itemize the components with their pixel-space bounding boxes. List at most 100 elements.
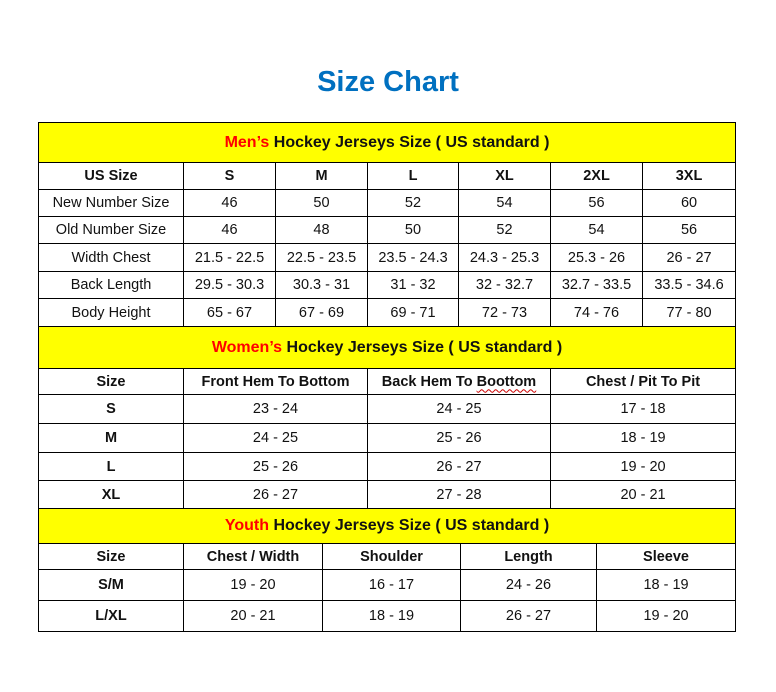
youth-column-header: Length (460, 543, 597, 570)
men-table-row: Back Length 29.5 - 30.3 30.3 - 31 31 - 32 32… (38, 271, 737, 299)
men-cell: 22.5 - 23.5 (275, 243, 368, 272)
men-cell: 52 (367, 189, 459, 217)
youth-column-header: Sleeve (595, 543, 737, 570)
youth-table-row: S/M 19 - 20 16 - 17 24 - 26 18 - 19 (38, 569, 737, 601)
youth-column-header-label: Size (96, 548, 126, 565)
youth-cell: 24 - 26 (460, 569, 597, 601)
men-cell: 29.5 - 30.3 (183, 271, 276, 299)
men-cell: 69 - 71 (367, 298, 459, 327)
men-cell: 67 - 69 (275, 298, 368, 327)
women-cell: 19 - 20 (549, 452, 737, 481)
youth-column-header-label: Length (504, 548, 553, 565)
youth-header-row: Size Chest / Width Shoulder Length Sleeve (38, 543, 737, 570)
men-cell: 60 (641, 189, 737, 217)
men-column-header-label: US Size (84, 168, 138, 184)
men-row-label: Width Chest (38, 243, 184, 272)
men-cell: 77 - 80 (641, 298, 737, 327)
men-cell: 50 (367, 216, 459, 244)
womens-heading-highlight: Women’s (211, 338, 283, 356)
youth-cell: 16 - 17 (322, 569, 461, 601)
youth-cell: 26 - 27 (460, 600, 597, 632)
womens-heading-text: Hockey Jerseys Size ( US standard ) (282, 338, 563, 356)
women-cell: 25 - 26 (367, 423, 551, 453)
youth-size-table: Youth Hockey Jerseys Size ( US standard … (37, 508, 737, 632)
women-cell: 18 - 19 (549, 423, 737, 453)
women-table-row: L 25 - 26 26 - 27 19 - 20 (38, 452, 737, 481)
men-column-header: US Size (38, 162, 184, 190)
women-cell: 24 - 25 (367, 394, 551, 424)
women-row-label: XL (38, 480, 184, 509)
women-cell: 24 - 25 (183, 423, 368, 453)
women-header-row: Size Front Hem To Bottom Back Hem To Boott… (38, 368, 737, 395)
mens-size-table: Men’s Hockey Jerseys Size ( US standard … (37, 122, 737, 327)
men-column-header: M (275, 162, 368, 190)
men-column-header-label: 2XL (583, 168, 610, 184)
men-cell: 23.5 - 24.3 (367, 243, 459, 272)
men-column-header-label: 3XL (675, 168, 703, 184)
men-table-row: Width Chest 21.5 - 22.5 22.5 - 23.5 23.5 - … (38, 243, 737, 272)
men-cell: 56 (641, 216, 737, 244)
women-cell: 17 - 18 (549, 394, 737, 424)
men-header-row: US Size S M L XL 2XL 3XL (38, 162, 737, 190)
men-cell: 56 (550, 189, 643, 217)
men-cell: 25.3 - 26 (550, 243, 643, 272)
youth-cell: 18 - 19 (595, 569, 737, 601)
men-row-label: New Number Size (38, 189, 184, 217)
youth-column-header-label: Sleeve (643, 548, 689, 565)
women-row-label: L (38, 452, 184, 481)
youth-column-header-label: Shoulder (360, 548, 423, 565)
women-cell: 27 - 28 (367, 480, 551, 509)
women-table-row: S 23 - 24 24 - 25 17 - 18 (38, 394, 737, 424)
men-column-header: S (183, 162, 276, 190)
women-column-header: Chest / Pit To Pit (549, 368, 737, 395)
youth-cell: 18 - 19 (322, 600, 461, 632)
men-cell: 32 - 32.7 (458, 271, 551, 299)
men-cell: 46 (183, 189, 276, 217)
youth-cell: 20 - 21 (183, 600, 323, 632)
men-column-header-label: S (224, 168, 235, 184)
men-column-header: 3XL (641, 162, 737, 190)
men-cell: 72 - 73 (458, 298, 551, 327)
men-row-label: Old Number Size (38, 216, 184, 244)
men-row-label: Back Length (38, 271, 184, 299)
men-cell: 21.5 - 22.5 (183, 243, 276, 272)
men-cell: 65 - 67 (183, 298, 276, 327)
youth-column-header: Shoulder (322, 543, 461, 570)
mens-heading-highlight: Men’s (224, 133, 270, 151)
women-column-header: Back Hem To Boottom (367, 368, 551, 395)
youth-heading-highlight: Youth (224, 517, 270, 534)
youth-heading-text: Hockey Jerseys Size ( US standard ) (269, 517, 550, 534)
women-cell: 23 - 24 (183, 394, 368, 424)
men-cell: 33.5 - 34.6 (641, 271, 737, 299)
men-cell: 46 (183, 216, 276, 244)
youth-column-header-label: Chest / Width (206, 548, 300, 565)
women-column-header-label: Chest / Pit To Pit (585, 373, 701, 390)
men-column-header: XL (458, 162, 551, 190)
youth-column-header: Chest / Width (183, 543, 323, 570)
youth-column-header: Size (38, 543, 184, 570)
women-column-header-label: Front Hem To Bottom (201, 373, 350, 390)
women-cell: 26 - 27 (183, 480, 368, 509)
men-cell: 48 (275, 216, 368, 244)
men-cell: 52 (458, 216, 551, 244)
women-column-header-label: Size (96, 373, 126, 390)
mens-section-heading: Men’s Hockey Jerseys Size ( US standard … (37, 122, 737, 163)
women-row-label: S (38, 394, 184, 424)
men-column-header: 2XL (550, 162, 643, 190)
men-cell: 30.3 - 31 (275, 271, 368, 299)
men-cell: 54 (458, 189, 551, 217)
womens-size-table: Women’s Hockey Jerseys Size ( US standar… (37, 326, 737, 509)
men-cell: 31 - 32 (367, 271, 459, 299)
women-column-header-label: Back Hem To Boottom (381, 373, 537, 390)
women-column-header: Front Hem To Bottom (183, 368, 368, 395)
women-column-header: Size (38, 368, 184, 395)
women-cell: 26 - 27 (367, 452, 551, 481)
men-cell: 26 - 27 (641, 243, 737, 272)
youth-table-row: L/XL 20 - 21 18 - 19 26 - 27 19 - 20 (38, 600, 737, 632)
men-column-header-label: L (408, 168, 418, 184)
men-cell: 24.3 - 25.3 (458, 243, 551, 272)
men-table-row: Body Height 65 - 67 67 - 69 69 - 71 72 - 73 7… (38, 298, 737, 327)
men-table-row: Old Number Size 46 48 50 52 54 56 (38, 216, 737, 244)
men-column-header-label: XL (495, 168, 514, 184)
women-cell: 20 - 21 (549, 480, 737, 509)
